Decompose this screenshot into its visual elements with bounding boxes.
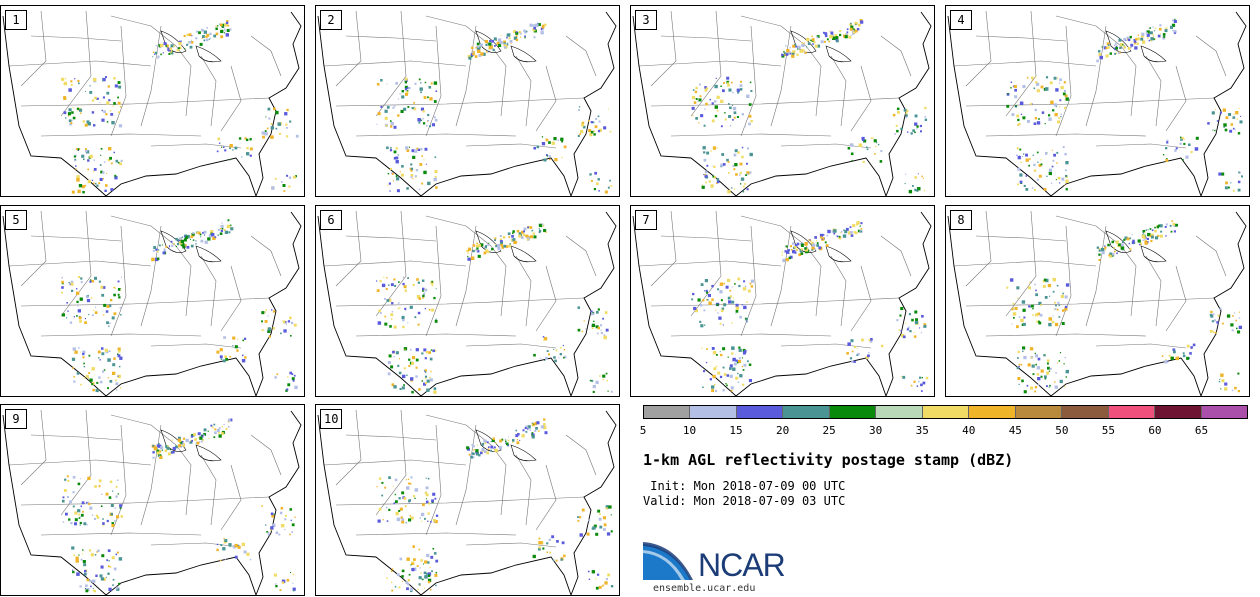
colorbar-tick: 40 [962, 424, 976, 437]
panel-label: 6 [320, 210, 342, 230]
website-link[interactable]: ensemble.ucar.edu [653, 583, 756, 594]
reflectivity-map [317, 409, 617, 595]
colorbar-tick: 10 [682, 424, 697, 437]
colorbar-segment [828, 406, 876, 418]
panel-label: 4 [950, 10, 972, 30]
colorbar-tick: 60 [1148, 424, 1162, 437]
colorbar-segment [689, 406, 736, 418]
colorbar-segment [1107, 406, 1155, 418]
ncar-logo-text: NCAR [698, 547, 786, 583]
colorbar-segment [735, 406, 783, 418]
panel-label: 5 [5, 210, 27, 230]
postage-stamp-panel-9: 9 [0, 404, 305, 596]
panel-label: 2 [320, 10, 342, 30]
panel-label: 3 [635, 10, 657, 30]
panel-label: 8 [950, 210, 972, 230]
colorbar-segment [921, 406, 969, 418]
colorbar-segment [782, 406, 829, 418]
colorbar-segment [968, 406, 1015, 418]
reflectivity-map [317, 210, 617, 396]
colorbar-tick: 55 [1101, 424, 1115, 437]
colorbar-tick: 35 [915, 424, 929, 437]
init-time: Init: Mon 2018-07-09 00 UTC [643, 479, 846, 493]
postage-stamp-panel-6: 6 [315, 205, 620, 397]
colorbar-tick: 25 [822, 424, 836, 437]
postage-stamp-panel-5: 5 [0, 205, 305, 397]
colorbar-tick: 65 [1194, 424, 1209, 437]
panel-label: 7 [635, 210, 657, 230]
reflectivity-map [317, 10, 617, 196]
reflectivity-map [947, 210, 1247, 396]
reflectivity-map [2, 10, 302, 196]
colorbar-tick: 30 [869, 424, 883, 437]
reflectivity-map [632, 10, 932, 196]
reflectivity-map [947, 10, 1247, 196]
colorbar-tick: 5 [639, 424, 647, 437]
colorbar-tick: 45 [1008, 424, 1022, 437]
colorbar-segment [1154, 406, 1201, 418]
colorbar-segment [1200, 406, 1248, 418]
colorbar-segment [875, 406, 922, 418]
colorbar-tick: 50 [1055, 424, 1069, 437]
postage-stamp-panel-1: 1 [0, 5, 305, 197]
postage-stamp-panel-7: 7 [630, 205, 935, 397]
reflectivity-map [632, 210, 932, 396]
panel-label: 9 [5, 409, 27, 429]
panel-label: 1 [5, 10, 27, 30]
reflectivity-map [2, 210, 302, 396]
postage-stamp-panel-4: 4 [945, 5, 1250, 197]
colorbar-tick: 15 [729, 424, 743, 437]
colorbar-segment [1014, 406, 1062, 418]
postage-stamp-panel-8: 8 [945, 205, 1250, 397]
plot-title: 1-km AGL reflectivity postage stamp (dBZ… [643, 451, 1014, 469]
reflectivity-map [2, 409, 302, 595]
ncar-logo-icon [643, 542, 693, 580]
colorbar-tick: 20 [776, 424, 790, 437]
colorbar-segment [1061, 406, 1108, 418]
panel-label: 10 [320, 409, 343, 429]
valid-time: Valid: Mon 2018-07-09 03 UTC [643, 494, 846, 508]
colorbar-segment [644, 406, 690, 418]
postage-stamp-panel-3: 3 [630, 5, 935, 197]
postage-stamp-panel-2: 2 [315, 5, 620, 197]
postage-stamp-panel-10: 10 [315, 404, 620, 596]
colorbar-ticks: 5 10 15 20 25 30 35 40 45 50 55 60 65 [639, 424, 1248, 438]
reflectivity-colorbar [643, 405, 1248, 419]
